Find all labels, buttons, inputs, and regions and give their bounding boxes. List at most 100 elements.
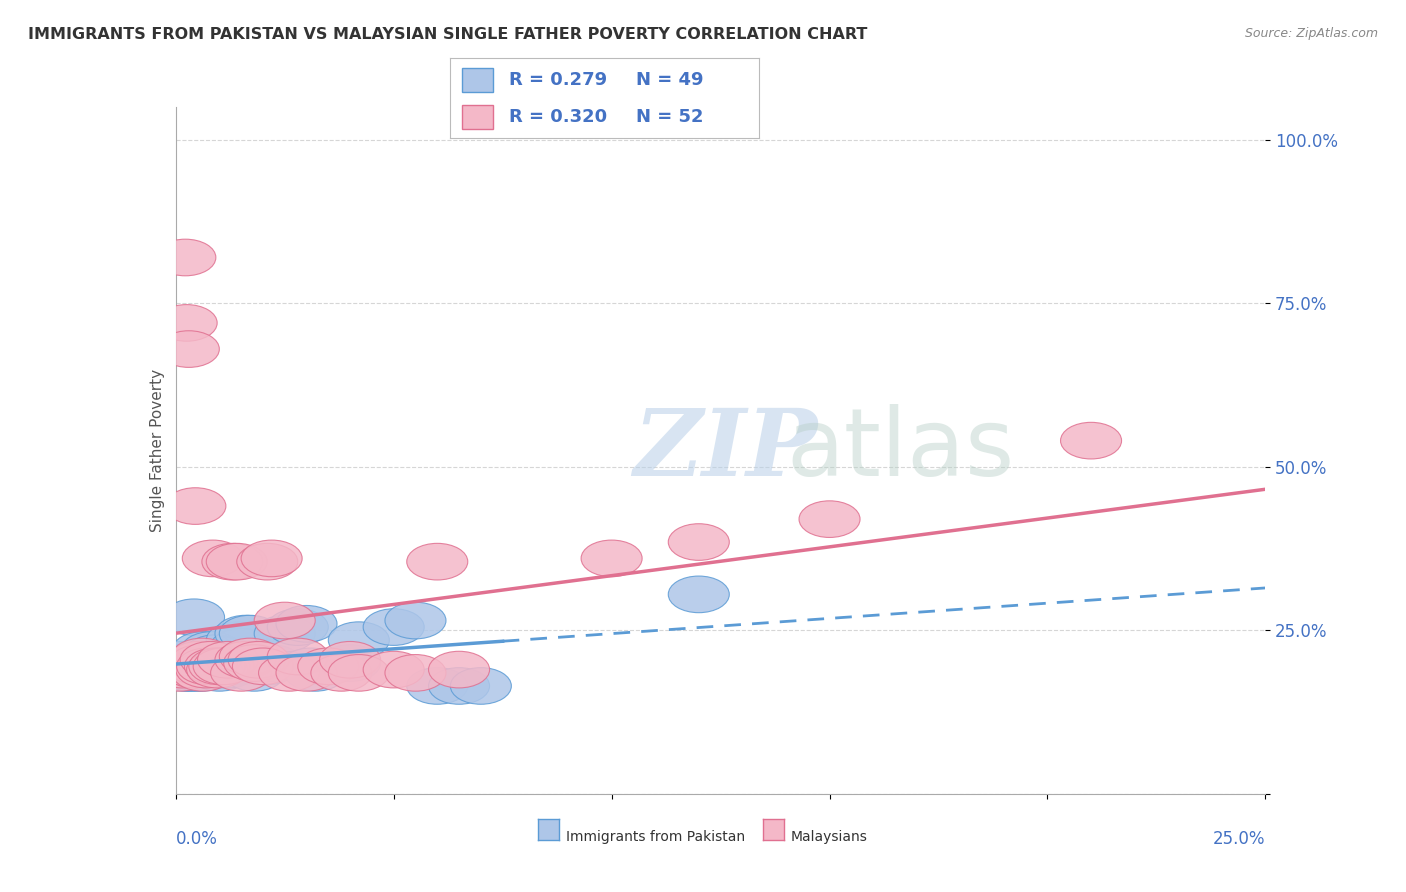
Ellipse shape [169, 645, 231, 681]
Ellipse shape [181, 632, 242, 668]
Ellipse shape [429, 667, 489, 705]
Bar [463, 104, 494, 128]
Ellipse shape [328, 655, 389, 691]
Ellipse shape [254, 615, 315, 652]
Ellipse shape [202, 543, 263, 580]
Ellipse shape [328, 622, 389, 658]
Ellipse shape [173, 655, 233, 691]
Ellipse shape [167, 641, 229, 678]
Ellipse shape [163, 648, 224, 685]
Ellipse shape [224, 655, 285, 691]
Ellipse shape [319, 641, 381, 678]
Ellipse shape [173, 632, 233, 668]
Text: N = 49: N = 49 [636, 70, 703, 88]
Ellipse shape [232, 645, 294, 681]
Ellipse shape [197, 641, 259, 678]
Ellipse shape [215, 641, 276, 678]
Ellipse shape [167, 648, 228, 685]
Ellipse shape [155, 655, 215, 691]
Ellipse shape [156, 304, 217, 342]
Ellipse shape [211, 655, 271, 691]
Ellipse shape [267, 608, 329, 646]
Text: R = 0.320: R = 0.320 [509, 108, 607, 126]
Ellipse shape [280, 648, 342, 685]
Ellipse shape [169, 648, 231, 685]
Ellipse shape [159, 651, 221, 688]
Text: N = 52: N = 52 [636, 108, 703, 126]
Ellipse shape [163, 599, 225, 636]
Ellipse shape [184, 648, 246, 685]
Ellipse shape [668, 576, 730, 613]
Ellipse shape [155, 648, 215, 685]
Y-axis label: Single Father Poverty: Single Father Poverty [149, 369, 165, 532]
Ellipse shape [163, 648, 224, 685]
Ellipse shape [215, 615, 276, 652]
Ellipse shape [184, 635, 246, 672]
Ellipse shape [165, 488, 226, 524]
Ellipse shape [150, 648, 211, 685]
Ellipse shape [207, 543, 267, 580]
Ellipse shape [177, 648, 238, 685]
Ellipse shape [406, 543, 468, 580]
Text: Source: ZipAtlas.com: Source: ZipAtlas.com [1244, 27, 1378, 40]
Ellipse shape [1060, 422, 1122, 459]
Ellipse shape [159, 331, 219, 368]
Ellipse shape [228, 641, 290, 678]
Ellipse shape [219, 615, 280, 652]
Ellipse shape [167, 651, 229, 688]
Ellipse shape [159, 655, 219, 691]
Ellipse shape [187, 651, 247, 688]
Ellipse shape [259, 655, 319, 691]
Ellipse shape [187, 651, 247, 688]
Ellipse shape [211, 628, 271, 665]
Ellipse shape [149, 641, 211, 678]
Ellipse shape [172, 655, 232, 691]
Ellipse shape [155, 239, 217, 276]
Ellipse shape [242, 540, 302, 577]
Ellipse shape [180, 641, 242, 678]
Ellipse shape [188, 648, 250, 685]
Ellipse shape [363, 608, 425, 646]
Ellipse shape [799, 500, 860, 538]
Ellipse shape [172, 638, 232, 675]
Ellipse shape [159, 645, 221, 681]
Ellipse shape [165, 648, 226, 685]
Ellipse shape [406, 667, 468, 705]
Ellipse shape [298, 648, 359, 685]
Ellipse shape [176, 645, 236, 681]
Ellipse shape [193, 648, 254, 685]
Ellipse shape [188, 655, 250, 691]
Ellipse shape [167, 655, 228, 691]
Ellipse shape [236, 648, 298, 685]
Ellipse shape [180, 648, 242, 685]
Text: 25.0%: 25.0% [1213, 830, 1265, 847]
Text: Malaysians: Malaysians [790, 830, 868, 844]
Bar [463, 68, 494, 92]
Text: ZIP: ZIP [633, 406, 818, 495]
Ellipse shape [193, 648, 254, 685]
Ellipse shape [176, 651, 236, 688]
Ellipse shape [254, 602, 315, 639]
Text: atlas: atlas [786, 404, 1014, 497]
Ellipse shape [385, 602, 446, 639]
Ellipse shape [267, 638, 329, 675]
Ellipse shape [232, 648, 294, 685]
Text: Immigrants from Pakistan: Immigrants from Pakistan [565, 830, 745, 844]
Ellipse shape [319, 645, 381, 681]
Text: R = 0.279: R = 0.279 [509, 70, 607, 88]
Ellipse shape [202, 648, 263, 685]
Ellipse shape [207, 622, 267, 658]
Ellipse shape [152, 651, 212, 688]
Ellipse shape [155, 648, 217, 685]
Ellipse shape [276, 655, 337, 691]
Ellipse shape [276, 606, 337, 642]
Ellipse shape [311, 655, 371, 691]
Ellipse shape [163, 651, 225, 688]
Ellipse shape [219, 638, 280, 675]
Ellipse shape [363, 651, 425, 688]
Ellipse shape [197, 651, 259, 688]
Ellipse shape [236, 543, 298, 580]
Ellipse shape [149, 655, 211, 691]
Ellipse shape [429, 651, 489, 688]
Text: 0.0%: 0.0% [176, 830, 218, 847]
